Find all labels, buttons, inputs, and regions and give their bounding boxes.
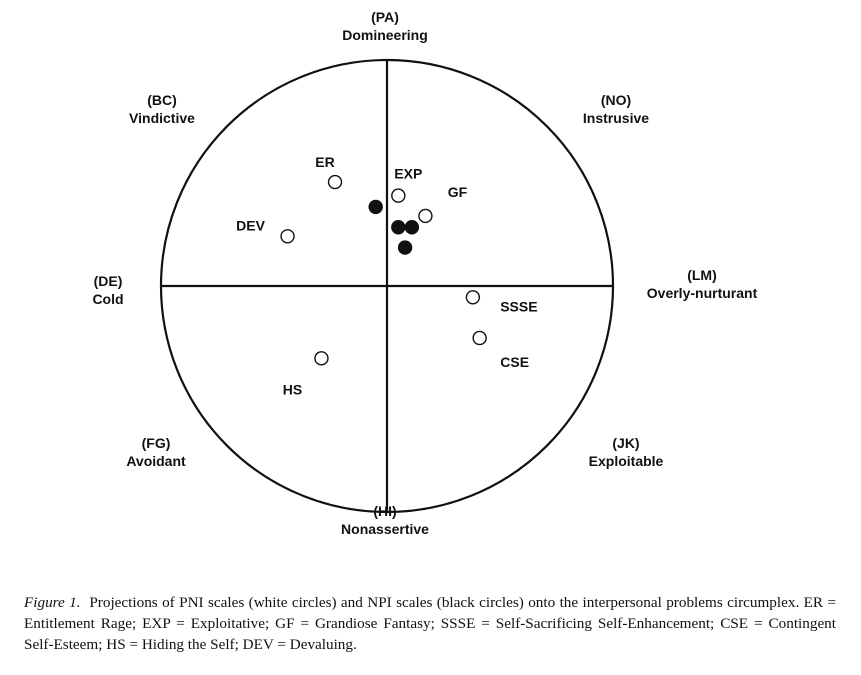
npi-point-1 [391, 220, 406, 235]
octant-name-3: Exploitable [589, 453, 664, 469]
data-points [280, 174, 487, 366]
octant-code-0: (PA) [371, 9, 399, 25]
point-label-cse: CSE [500, 354, 529, 370]
circumplex-chart: (PA) Domineering (NO) Instrusive (LM) Overly-… [92, 9, 757, 537]
caption-label: Figure 1. [24, 594, 81, 611]
octant-code-7: (BC) [147, 92, 177, 108]
point-label-gf: GF [448, 184, 468, 200]
octant-name-1: Instrusive [583, 110, 649, 126]
caption-text: Projections of PNI scales (white circles… [24, 594, 837, 653]
octant-name-4: Nonassertive [341, 521, 429, 537]
npi-point-0 [368, 199, 383, 215]
octant-name-0: Domineering [342, 27, 428, 43]
point-labels: ER EXP GF DEV SSSE CSE HS [236, 154, 537, 397]
pni-point-dev [280, 229, 295, 244]
pni-point-exp [391, 188, 406, 203]
octant-code-5: (FG) [142, 435, 171, 451]
point-label-exp: EXP [394, 166, 422, 182]
octant-name-2: Overly-nurturant [647, 285, 758, 301]
octant-name-5: Avoidant [126, 453, 186, 469]
octant-code-1: (NO) [601, 92, 631, 108]
octant-code-2: (LM) [687, 267, 717, 283]
octant-name-7: Vindictive [129, 110, 195, 126]
figure-caption: Figure 1. Projections of PNI scales (whi… [24, 592, 836, 655]
point-label-er: ER [315, 154, 334, 170]
octant-labels: (PA) Domineering (NO) Instrusive (LM) Overly-… [92, 9, 757, 537]
npi-point-3 [397, 240, 413, 255]
npi-point-2 [404, 220, 420, 235]
point-label-ssse: SSSE [500, 298, 537, 314]
pni-point-hs [314, 351, 329, 366]
pni-point-cse [472, 330, 487, 346]
pni-point-gf [418, 208, 433, 224]
point-label-hs: HS [283, 381, 302, 397]
point-label-dev: DEV [236, 217, 265, 233]
octant-code-4: (HI) [373, 503, 396, 519]
octant-name-6: Cold [92, 291, 123, 307]
pni-point-er [327, 174, 343, 190]
octant-code-6: (DE) [94, 273, 123, 289]
pni-point-ssse [465, 290, 481, 305]
octant-code-3: (JK) [612, 435, 639, 451]
